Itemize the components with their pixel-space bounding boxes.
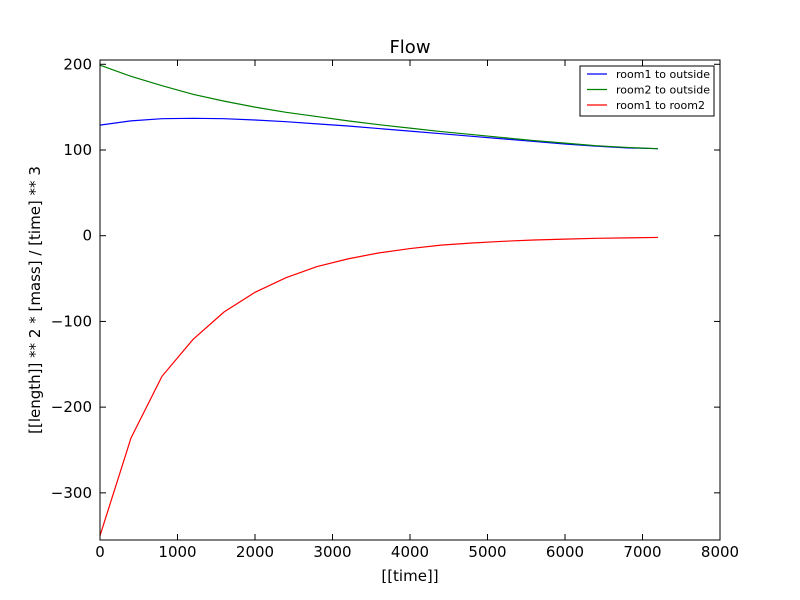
legend: room1 to outside room2 to outside room1 to…	[579, 65, 715, 117]
y-tick-label: 0	[82, 227, 92, 245]
y-axis-label: [[length]] ** 2 * [mass] / [time] ** 3	[26, 166, 44, 434]
x-tick-label: 1000	[158, 543, 196, 561]
chart-title: Flow	[389, 37, 430, 58]
x-tick-label: 2000	[236, 543, 274, 561]
legend-label-2: room2 to outside	[616, 84, 710, 97]
plot-area-frame	[99, 59, 721, 541]
ticks-layer: 0 1000 2000 3000 4000 5000 6000 7000 8000−300−20…	[51, 55, 739, 561]
x-tick-label: 3000	[313, 543, 351, 561]
y-tick-label: 100	[63, 141, 92, 159]
series-layer	[99, 64, 659, 536]
series-line-2	[99, 64, 659, 150]
x-tick-label: 5000	[468, 543, 506, 561]
y-tick-label: −100	[51, 312, 92, 330]
x-tick-label: 8000	[701, 543, 739, 561]
y-tick-label: 200	[63, 55, 92, 73]
series-line-3	[99, 236, 659, 536]
y-tick-label: −300	[51, 484, 92, 502]
legend-label-3: room1 to room2	[616, 99, 705, 112]
series-line-1	[99, 117, 659, 150]
y-tick-label: −200	[51, 398, 92, 416]
x-tick-label: 0	[95, 543, 105, 561]
x-tick-label: 6000	[546, 543, 584, 561]
legend-label-1: room1 to outside	[616, 68, 710, 81]
x-tick-label: 4000	[391, 543, 429, 561]
x-axis-label: [[time]]	[381, 567, 438, 585]
x-tick-label: 7000	[623, 543, 661, 561]
